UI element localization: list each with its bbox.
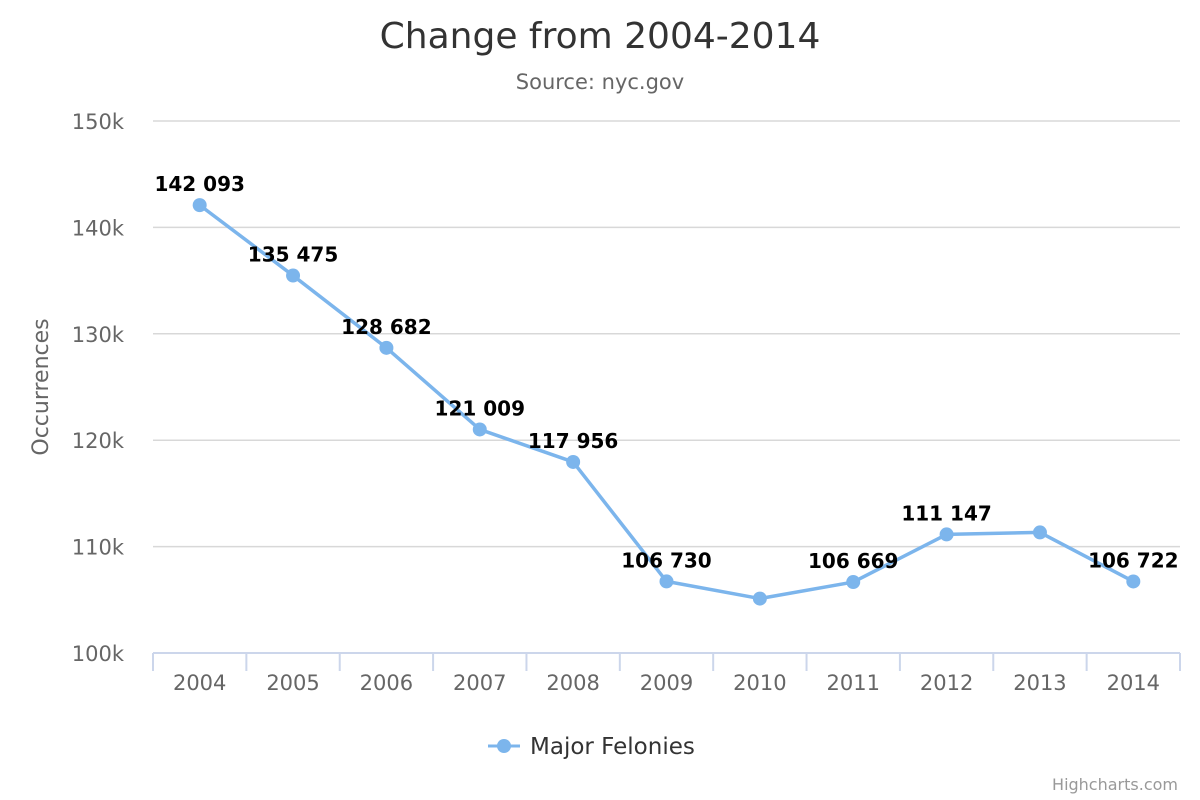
data-label: 106 722 xyxy=(1088,548,1178,572)
series-line xyxy=(198,203,1135,601)
chart-title: Change from 2004-2014 xyxy=(380,16,821,57)
y-tick-label: 100k xyxy=(72,642,125,666)
data-point[interactable] xyxy=(1032,525,1047,540)
x-tick-label: 2013 xyxy=(1013,671,1066,695)
series-major-felonies[interactable] xyxy=(192,198,1141,606)
data-label: 106 730 xyxy=(621,548,711,572)
data-point[interactable] xyxy=(566,454,581,469)
data-label: 121 009 xyxy=(435,396,525,420)
data-point[interactable] xyxy=(939,527,954,542)
data-point[interactable] xyxy=(192,198,207,213)
legend-item-major-felonies[interactable]: Major Felonies xyxy=(488,734,695,760)
x-tick-label: 2005 xyxy=(266,671,319,695)
data-point[interactable] xyxy=(752,591,767,606)
data-label: 142 093 xyxy=(154,172,244,196)
x-tick-label: 2004 xyxy=(173,671,226,695)
data-point[interactable] xyxy=(286,268,301,283)
data-label: 128 682 xyxy=(341,315,431,339)
legend-label: Major Felonies xyxy=(530,734,695,760)
x-tick-label: 2006 xyxy=(360,671,413,695)
data-point[interactable] xyxy=(1126,574,1141,589)
y-tick-label: 130k xyxy=(72,323,125,347)
data-label: 106 669 xyxy=(808,549,898,573)
gridlines: 100k 110k 120k 130k 140k 150k xyxy=(72,110,1180,666)
chart-subtitle: Source: nyc.gov xyxy=(516,70,684,94)
y-axis-title: Occurrences xyxy=(29,318,54,455)
x-tick-label: 2008 xyxy=(546,671,599,695)
data-label: 135 475 xyxy=(248,243,338,267)
data-point[interactable] xyxy=(659,574,674,589)
x-axis: 2004 2005 2006 2007 2008 2009 2010 2011 2012 2013… xyxy=(152,652,1181,695)
x-tick-label: 2009 xyxy=(640,671,693,695)
credits-link[interactable]: Highcharts.com xyxy=(1052,775,1178,794)
y-tick-label: 140k xyxy=(72,216,125,240)
y-tick-label: 150k xyxy=(72,110,125,134)
data-point[interactable] xyxy=(472,422,487,437)
x-tick-label: 2014 xyxy=(1107,671,1160,695)
x-tick-label: 2011 xyxy=(827,671,880,695)
y-tick-label: 120k xyxy=(72,429,125,453)
data-label: 117 956 xyxy=(528,429,618,453)
x-tick-label: 2012 xyxy=(920,671,973,695)
data-label: 111 147 xyxy=(901,501,991,525)
data-point[interactable] xyxy=(846,575,861,590)
y-tick-label: 110k xyxy=(72,536,125,560)
x-tick-label: 2007 xyxy=(453,671,506,695)
data-point[interactable] xyxy=(379,340,394,355)
legend-dot-marker xyxy=(497,739,511,753)
x-tick-label: 2010 xyxy=(733,671,786,695)
